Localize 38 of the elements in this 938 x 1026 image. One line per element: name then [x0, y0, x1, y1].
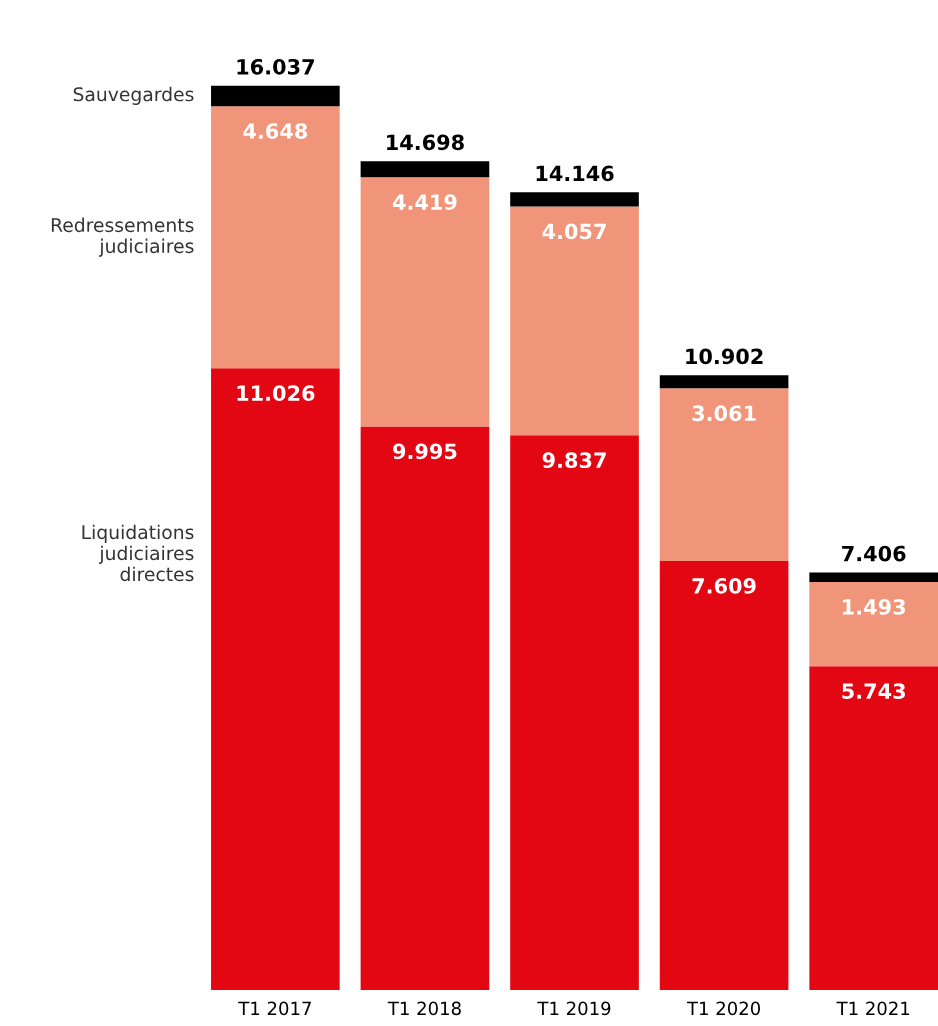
data-label: 7.609: [692, 578, 756, 594]
bar: [360, 426, 490, 991]
bar: [809, 582, 938, 667]
bar: [809, 572, 938, 582]
data-label: 1.493: [843, 599, 905, 615]
series-label: Liquidations judiciaires directes: [82, 524, 194, 582]
x-tick-label: T1 2019: [537, 1001, 611, 1016]
total-label: 10.902: [686, 348, 763, 365]
data-label: 9.837: [542, 452, 606, 469]
total-label: 7.406: [842, 545, 906, 562]
bar: [659, 375, 789, 389]
data-label: 4.419: [392, 194, 457, 210]
x-tick-label: T1 2020: [686, 1001, 761, 1016]
x-tick-label: T1 2021: [836, 1001, 910, 1016]
series-label: Sauvegardes: [73, 86, 194, 105]
x-tick-label: T1 2017: [238, 1001, 311, 1016]
bar: [211, 106, 340, 369]
bar: [510, 206, 639, 436]
data-label: 4.648: [243, 123, 308, 139]
series-label: Redressements judiciaires: [51, 217, 194, 257]
total-label: 14.146: [536, 165, 614, 182]
data-label: 5.743: [842, 683, 905, 699]
bar: [510, 435, 639, 991]
total-label: 14.698: [387, 134, 464, 151]
data-label: 9.995: [393, 443, 457, 460]
bar: [211, 368, 340, 991]
x-tick-label: T1 2018: [387, 1001, 461, 1016]
bar: [211, 85, 340, 107]
bar: [360, 177, 490, 427]
bar: [510, 192, 639, 207]
data-label: 4.057: [542, 223, 606, 240]
data-label: 11.026: [237, 385, 315, 402]
data-label: 3.061: [692, 405, 756, 422]
bar: [809, 666, 938, 991]
bar: [659, 560, 789, 991]
bar: [659, 388, 789, 561]
bar: [360, 161, 490, 178]
total-label: 16.037: [237, 58, 314, 75]
